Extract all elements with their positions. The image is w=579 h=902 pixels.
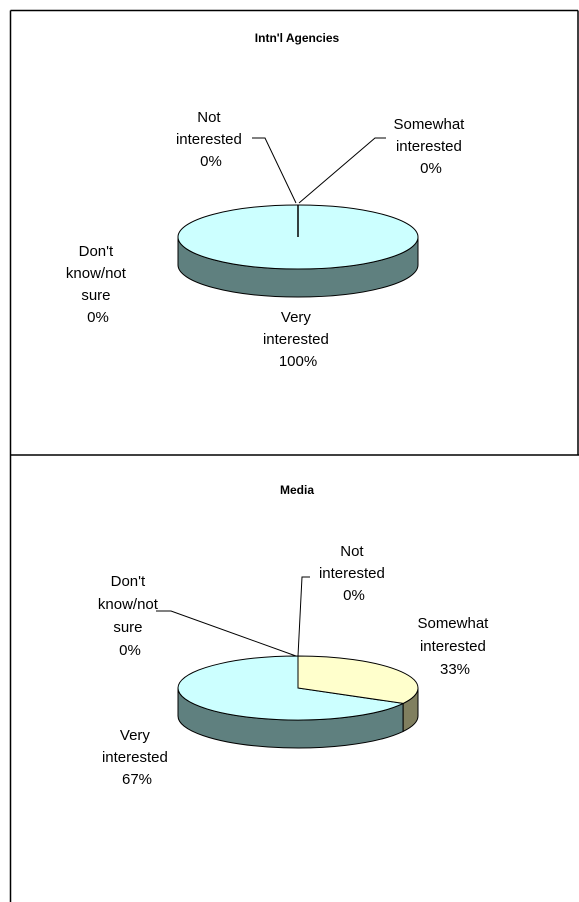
leader-line-not-interested	[297, 576, 310, 657]
data-label-somewhat-interested: Somewhat interested 33%	[417, 615, 492, 678]
pie-slice-somewhat-interested	[297, 655, 419, 704]
data-label-dont-know: Don't know/not sure 0%	[98, 573, 162, 659]
top-panel-frame	[9, 9, 579, 455]
leader-line-somewhat-interested	[298, 137, 386, 204]
leader-line-not-interested	[252, 137, 297, 204]
chart-title: Media	[280, 483, 314, 497]
data-label-very-interested: Very interested 100%	[263, 309, 333, 370]
pie-slice-very-interested	[177, 655, 405, 721]
data-label-very-interested: Very interested 67%	[102, 727, 172, 788]
chart-intl-agencies: Intn'l Agencies Not interested 0% Somewh…	[66, 31, 468, 370]
chart-media: Media Not interested 0% Don't know/not s…	[98, 483, 492, 788]
data-label-not-interested: Not interested 0%	[176, 109, 246, 170]
chart-title: Intn'l Agencies	[255, 31, 340, 45]
data-label-not-interested: Not interested 0%	[319, 543, 389, 604]
data-label-dont-know: Don't know/not sure 0%	[66, 243, 130, 326]
leader-line-dont-know	[156, 610, 297, 657]
data-label-somewhat-interested: Somewhat interested 0%	[393, 116, 468, 177]
